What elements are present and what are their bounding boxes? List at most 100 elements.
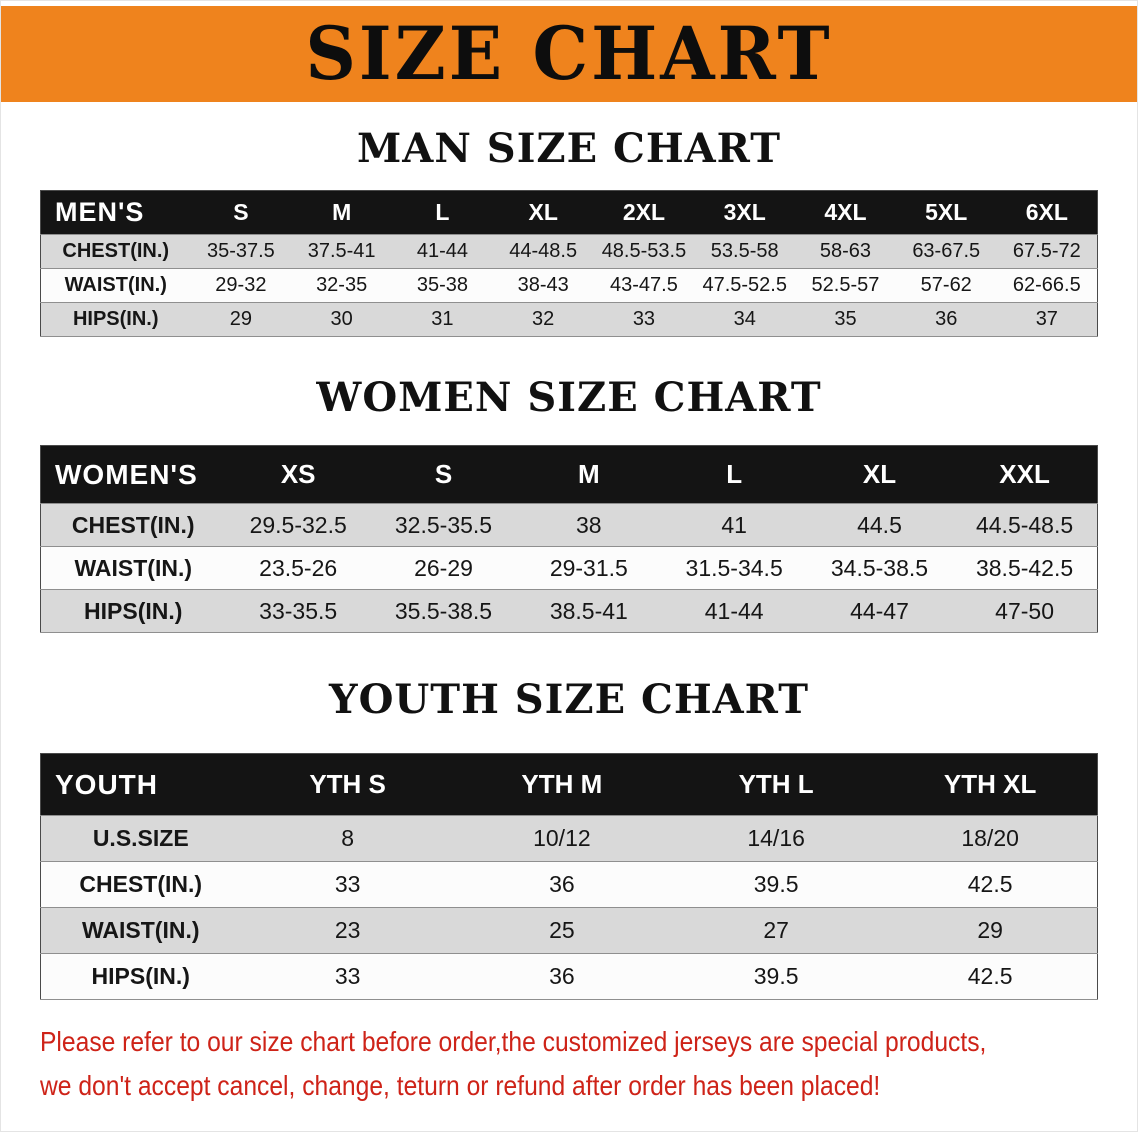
- youth-size-table: YOUTH YTH S YTH M YTH L YTH XL U.S.SIZE 8 10/12…: [40, 753, 1098, 1000]
- disclaimer-line-2: we don't accept cancel, change, teturn o…: [40, 1070, 881, 1101]
- table-body: U.S.SIZE 8 10/12 14/16 18/20 CHEST(IN.) 33 36 39…: [40, 815, 1098, 1000]
- banner: SIZE CHART: [0, 6, 1138, 102]
- size-value-cell: 38-43: [517, 274, 569, 296]
- size-column-header: S: [434, 459, 453, 489]
- size-column-header: XS: [280, 459, 316, 489]
- size-value-cell: 42.5: [967, 963, 1013, 989]
- size-value-cell: 29.5-32.5: [249, 511, 347, 538]
- size-value-cell: 41: [721, 511, 747, 538]
- size-value-cell: 67.5-72: [1012, 240, 1081, 262]
- size-value-cell: 38.5-42.5: [975, 554, 1074, 581]
- size-value-cell: 18/20: [961, 825, 1019, 851]
- header-row: MEN'S S M L XL 2XL 3XL 4XL 5XL 6XL: [40, 190, 1098, 235]
- size-value-cell: 33: [632, 308, 656, 330]
- size-value-cell: 10/12: [533, 825, 591, 851]
- measurement-label: WAIST(IN.): [64, 274, 167, 296]
- size-value-cell: 25: [549, 917, 575, 943]
- size-value-cell: 57-62: [920, 274, 972, 296]
- size-value-cell: 47.5-52.5: [702, 274, 787, 296]
- size-value-cell: 63-67.5: [912, 240, 981, 262]
- size-value-cell: 34: [733, 308, 756, 330]
- size-value-cell: 31.5-34.5: [685, 554, 783, 581]
- measurement-row: WAIST(IN.) 29-32 32-35 35-38 38-43 43-47.5 47.…: [40, 268, 1098, 303]
- size-value-cell: 33: [334, 963, 361, 989]
- header-row: YOUTH YTH S YTH M YTH L YTH XL: [40, 753, 1098, 816]
- measurement-label: U.S.SIZE: [92, 825, 189, 851]
- size-value-cell: 38.5-41: [549, 597, 628, 624]
- size-value-cell: 47-50: [995, 597, 1054, 624]
- size-column-header: L: [726, 459, 743, 489]
- measurement-row: HIPS(IN.) 29 30 31 32 33 34 35 36 37: [40, 302, 1098, 337]
- table-header: WOMEN'S XS S M L XL XXL: [40, 445, 1098, 504]
- size-value-cell: 38: [576, 511, 602, 538]
- disclaimer-line-1: Please refer to our size chart before or…: [40, 1026, 987, 1057]
- table-title-cell: YOUTH: [55, 768, 158, 800]
- size-value-cell: 34.5-38.5: [830, 554, 929, 581]
- size-value-cell: 33: [334, 871, 361, 897]
- table-header: MEN'S S M L XL 2XL 3XL 4XL 5XL 6XL: [40, 190, 1098, 235]
- man-size-heading: MAN SIZE CHART: [357, 125, 781, 172]
- size-column-header: 2XL: [622, 199, 666, 225]
- measurement-label: HIPS(IN.): [91, 963, 190, 989]
- size-value-cell: 58-63: [819, 240, 872, 262]
- size-column-header: XXL: [999, 459, 1050, 489]
- table-body: CHEST(IN.) 35-37.5 37.5-41 41-44 44-48.5 48.5…: [40, 234, 1098, 337]
- man-size-table: MEN'S S M L XL 2XL 3XL 4XL 5XL 6XL CHEST(IN.) 35-37…: [40, 190, 1098, 337]
- measurement-row: CHEST(IN.) 29.5-32.5 32.5-35.5 38 41 44.5 44.5…: [40, 503, 1098, 547]
- size-value-cell: 44-48.5: [509, 240, 578, 262]
- size-value-cell: 53.5-58: [710, 240, 779, 262]
- size-value-cell: 43-47.5: [610, 274, 678, 296]
- measurement-row: WAIST(IN.) 23.5-26 26-29 29-31.5 31.5-34.5 34…: [40, 546, 1098, 590]
- women-size-heading: WOMEN SIZE CHART: [316, 374, 822, 421]
- size-value-cell: 35.5-38.5: [394, 597, 493, 624]
- size-value-cell: 41-44: [704, 597, 764, 624]
- size-value-cell: 32-35: [316, 274, 368, 296]
- disclaimer: Please refer to our size chart before or…: [40, 1020, 1138, 1108]
- size-value-cell: 33-35.5: [259, 597, 338, 624]
- size-value-cell: 23.5-26: [259, 554, 338, 581]
- size-value-cell: 44.5: [857, 511, 902, 538]
- table-title-cell: WOMEN'S: [55, 458, 198, 490]
- size-value-cell: 27: [763, 917, 789, 943]
- size-column-header: YTH XL: [943, 769, 1037, 799]
- size-value-cell: 29-31.5: [549, 554, 628, 581]
- size-value-cell: 52.5-57: [811, 274, 880, 296]
- size-value-cell: 14/16: [747, 825, 805, 851]
- size-column-header: 6XL: [1025, 199, 1068, 225]
- size-value-cell: 29: [977, 917, 1003, 943]
- measurement-label: HIPS(IN.): [72, 308, 159, 330]
- size-value-cell: 35-37.5: [206, 240, 275, 262]
- measurement-row: HIPS(IN.) 33-35.5 35.5-38.5 38.5-41 41-44 44-…: [40, 589, 1098, 633]
- size-value-cell: 44-47: [850, 597, 909, 624]
- measurement-row: CHEST(IN.) 35-37.5 37.5-41 41-44 44-48.5 48.5…: [40, 234, 1098, 269]
- size-value-cell: 29-32: [215, 274, 267, 296]
- size-value-cell: 42.5: [967, 871, 1013, 897]
- measurement-row: WAIST(IN.) 23 25 27 29: [40, 907, 1098, 954]
- size-value-cell: 37: [1035, 308, 1058, 330]
- measurement-row: CHEST(IN.) 33 36 39.5 42.5: [40, 861, 1098, 908]
- size-column-header: XL: [528, 199, 558, 225]
- table-title-cell: MEN'S: [55, 197, 145, 227]
- size-column-header: L: [435, 199, 450, 225]
- measurement-label: WAIST(IN.): [74, 554, 193, 581]
- size-value-cell: 37.5-41: [307, 240, 376, 262]
- size-value-cell: 32.5-35.5: [394, 511, 493, 538]
- size-column-header: YTH S: [309, 769, 386, 799]
- measurement-label: HIPS(IN.): [84, 597, 183, 624]
- size-value-cell: 35: [834, 308, 857, 330]
- size-column-header: YTH L: [738, 769, 814, 799]
- size-column-header: M: [577, 459, 600, 489]
- size-value-cell: 36: [549, 871, 575, 897]
- measurement-row: HIPS(IN.) 33 36 39.5 42.5: [40, 953, 1098, 1000]
- measurement-label: CHEST(IN.): [71, 511, 195, 538]
- size-column-header: XL: [862, 459, 897, 489]
- size-value-cell: 39.5: [753, 963, 799, 989]
- size-value-cell: 29: [229, 308, 252, 330]
- size-column-header: YTH M: [521, 769, 603, 799]
- size-value-cell: 41-44: [416, 240, 468, 262]
- header-row: WOMEN'S XS S M L XL XXL: [40, 445, 1098, 504]
- size-value-cell: 32: [532, 308, 555, 330]
- size-column-header: 5XL: [925, 199, 968, 225]
- man-size-section: MAN SIZE CHART MEN'S S M L XL 2XL 3XL 4XL 5XL 6XL…: [0, 126, 1138, 337]
